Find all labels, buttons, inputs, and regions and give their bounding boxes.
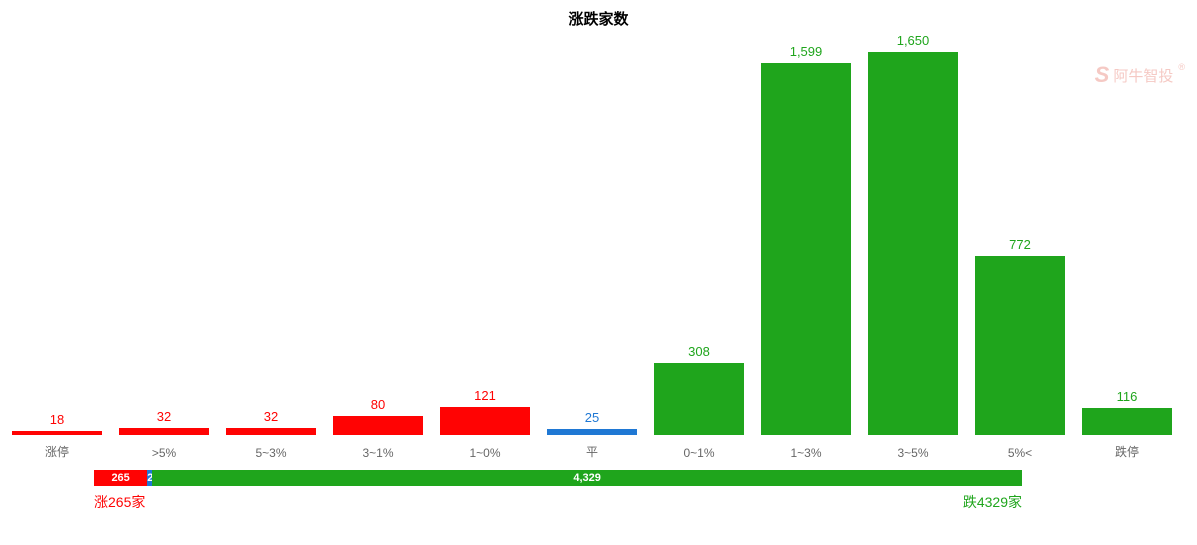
bar-value-label: 18: [50, 412, 64, 427]
bar: [226, 428, 316, 435]
chart-plot-area: 18 涨停 32 >5% 32 5~3% 80 3~1% 121 1~0% 25 平 308 0~1% 1,…: [0, 30, 1197, 460]
bar: [975, 256, 1065, 435]
bar-group: 116: [1082, 389, 1172, 435]
bar-value-label: 772: [1009, 237, 1031, 252]
bar-group: 32: [119, 409, 209, 435]
bar-value-label: 32: [157, 409, 171, 424]
bar: [1082, 408, 1172, 435]
bar: [547, 429, 637, 435]
bar-group: 1,650: [868, 33, 958, 435]
x-axis-label: 1~0%: [440, 446, 530, 460]
bar-value-label: 32: [264, 409, 278, 424]
x-axis-label: >5%: [119, 446, 209, 460]
x-axis-label: 涨停: [12, 443, 102, 460]
bar: [119, 428, 209, 435]
x-axis-label: 5%<: [975, 446, 1065, 460]
bar: [761, 63, 851, 435]
x-axis-label: 跌停: [1082, 443, 1172, 460]
x-axis-label: 3~5%: [868, 446, 958, 460]
bar-value-label: 1,650: [897, 33, 930, 48]
x-axis-label: 3~1%: [333, 446, 423, 460]
bar: [654, 363, 744, 435]
summary-up-text: 涨265家: [94, 492, 145, 512]
bar-group: 18: [12, 412, 102, 435]
summary-segment-down: 4,329: [152, 470, 1022, 486]
bar: [333, 416, 423, 435]
bar: [12, 431, 102, 435]
bar-group: 25: [547, 410, 637, 435]
bar-value-label: 1,599: [790, 44, 823, 59]
bar: [868, 52, 958, 435]
summary-proportion-bar: 265254,329: [94, 470, 1022, 486]
bar-group: 121: [440, 388, 530, 435]
bar-group: 32: [226, 409, 316, 435]
x-axis-label: 5~3%: [226, 446, 316, 460]
bar-value-label: 25: [585, 410, 599, 425]
bar-group: 308: [654, 344, 744, 435]
bar: [440, 407, 530, 435]
summary-segment-up: 265: [94, 470, 147, 486]
summary-down-text: 跌4329家: [963, 492, 1022, 512]
x-axis-label: 0~1%: [654, 446, 744, 460]
bar-group: 80: [333, 397, 423, 435]
bar-value-label: 308: [688, 344, 710, 359]
chart-title: 涨跌家数: [0, 0, 1197, 29]
bar-value-label: 116: [1117, 389, 1138, 404]
bar-group: 1,599: [761, 44, 851, 435]
bar-value-label: 80: [371, 397, 385, 412]
bar-group: 772: [975, 237, 1065, 435]
x-axis-label: 1~3%: [761, 446, 851, 460]
x-axis-label: 平: [547, 443, 637, 460]
bar-value-label: 121: [474, 388, 496, 403]
